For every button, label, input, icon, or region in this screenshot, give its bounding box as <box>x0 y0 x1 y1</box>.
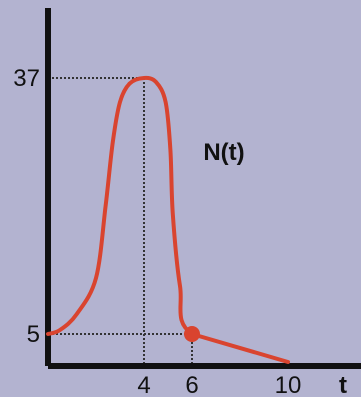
curve-label: N(t) <box>203 139 244 166</box>
x-axis-title: t <box>339 372 347 397</box>
x-tick-label: 4 <box>137 372 150 397</box>
y-tick-label: 37 <box>13 65 40 92</box>
tick-labels: 4 6 10 5 37 <box>13 65 301 397</box>
y-tick-label: 5 <box>27 321 40 348</box>
series-layer <box>46 75 290 364</box>
x-tick-label: 10 <box>275 372 302 397</box>
series-line-0 <box>46 75 290 364</box>
highlight-point <box>184 326 200 342</box>
x-tick-label: 6 <box>185 372 198 397</box>
